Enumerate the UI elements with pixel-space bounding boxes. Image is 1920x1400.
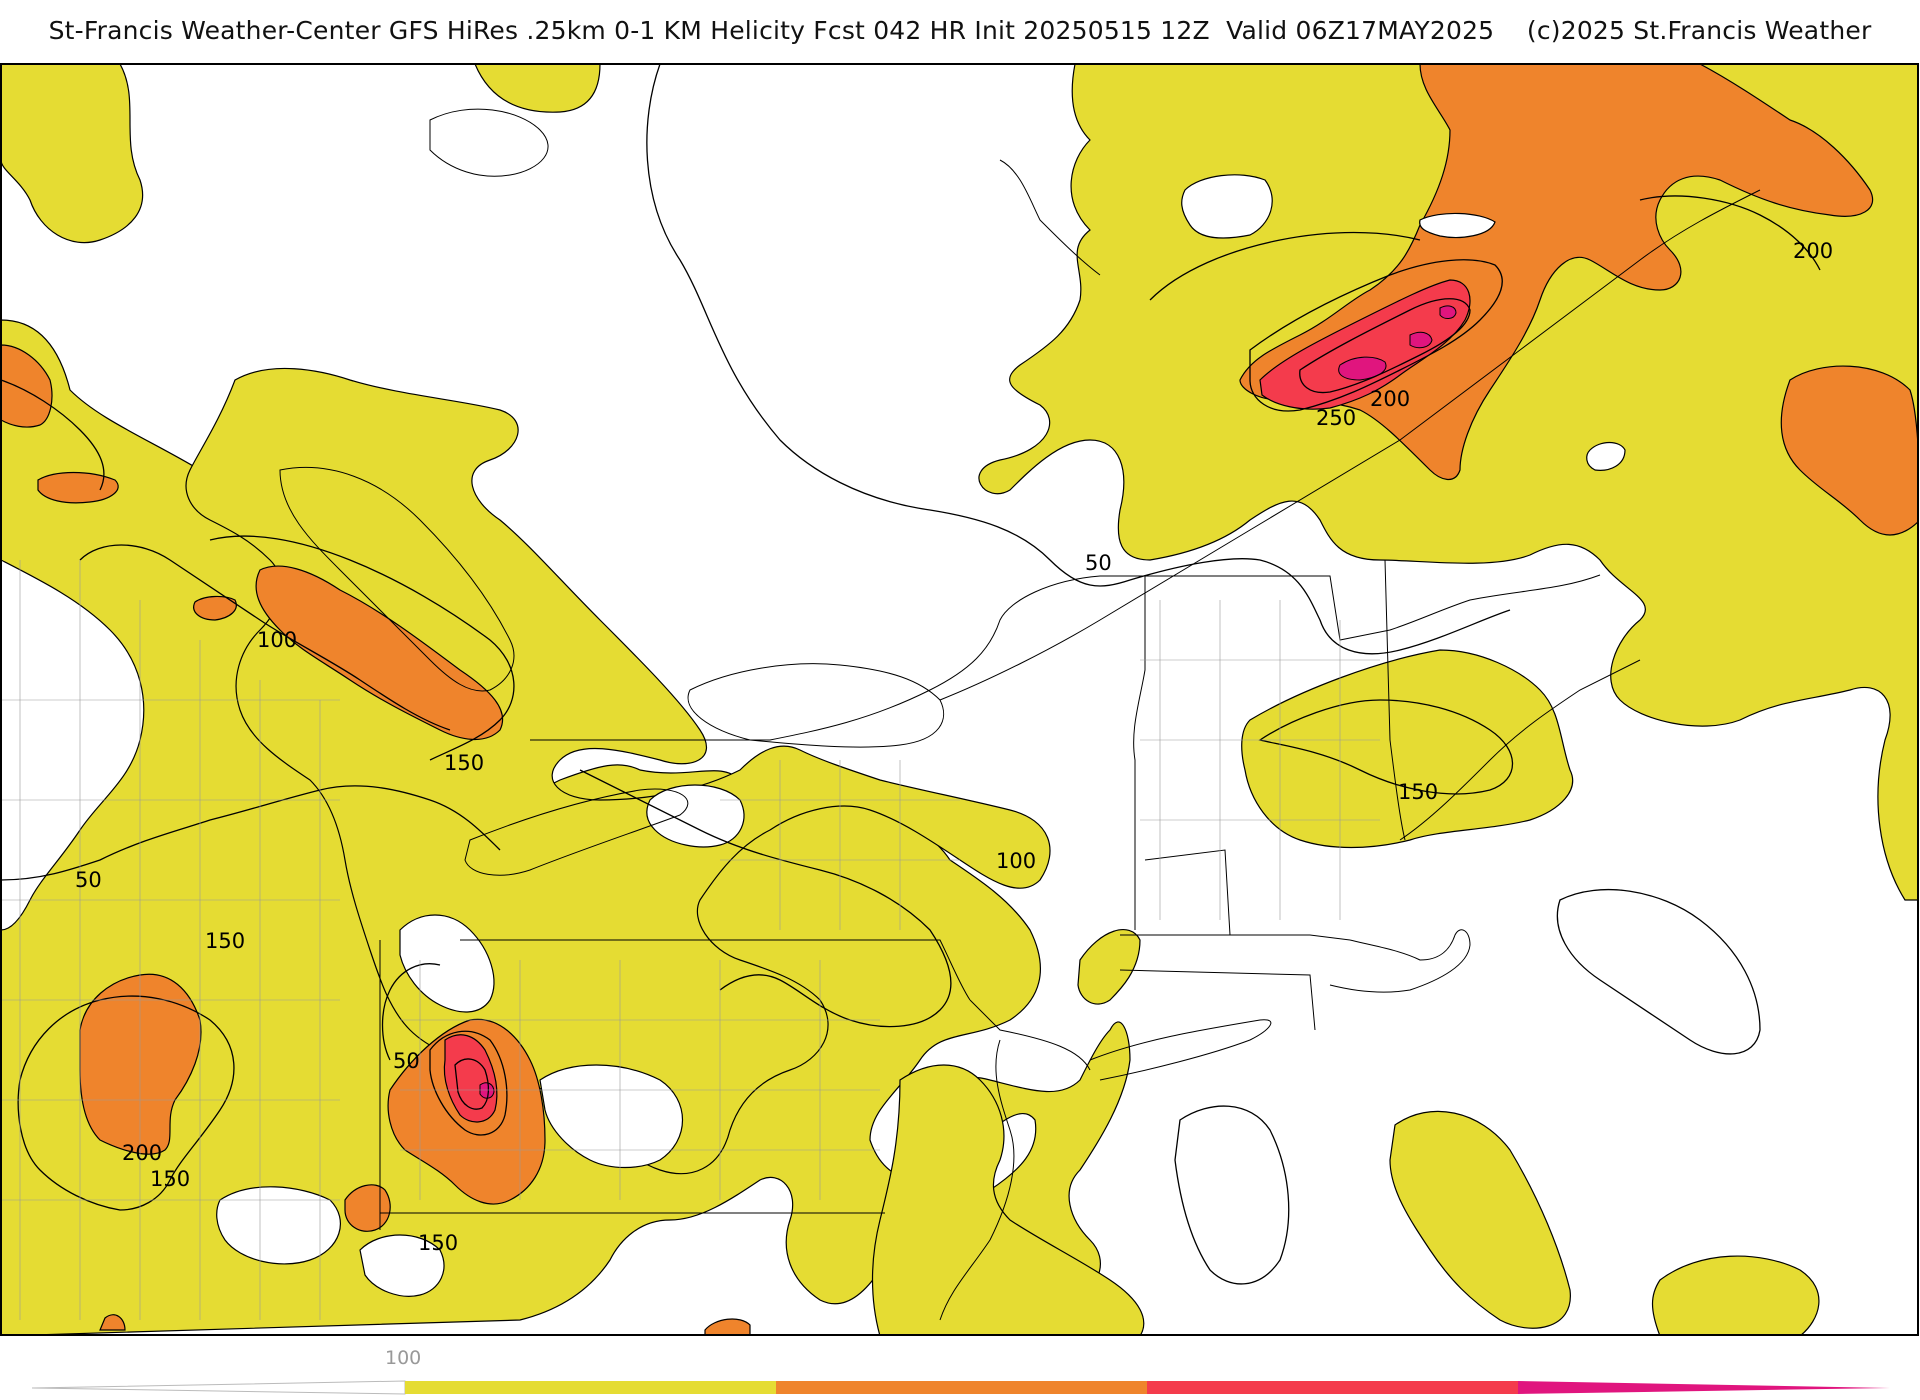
fill-yellow-topcenter: [474, 64, 601, 113]
hudson-bay-coast: [429, 108, 549, 177]
hole-pa-2: [359, 1234, 445, 1297]
helicity-map: 50 50 50 100 100 150 150 150 150 150 200…: [0, 63, 1919, 1336]
county-grid-ny: [720, 760, 960, 930]
lake-erie: [464, 788, 689, 876]
contour-ocean: [1556, 889, 1761, 1055]
label-50-west: 50: [75, 868, 102, 892]
fill-orange-lake: [255, 565, 504, 741]
fill-red-quebec: [1259, 279, 1471, 410]
fill-orange-topleft-small: [37, 471, 119, 504]
colorbar-segment-100-150: [405, 1381, 776, 1394]
label-50-south: 50: [393, 1049, 420, 1073]
colorbar-segment-200-250: [1147, 1381, 1518, 1394]
boundaries: [279, 108, 1761, 1321]
helicity-contours: [1, 64, 1821, 1285]
border-nh-me: [1384, 559, 1406, 841]
label-200-quebec: 200: [1370, 387, 1410, 411]
quebec-interior: [999, 159, 1101, 276]
hole-quebec-1: [1181, 174, 1273, 239]
fill-yellow-ocean-bl: [1389, 1110, 1571, 1329]
label-50-north: 50: [1085, 551, 1112, 575]
label-100-central: 100: [996, 849, 1036, 873]
fill-orange-topleft: [1, 344, 53, 428]
fill-yellow-newengland: [1241, 649, 1574, 849]
border-ny-ma: [1120, 934, 1351, 941]
contour-ocean-2: [1174, 1105, 1290, 1285]
contour-150-ne: [1258, 699, 1514, 795]
border-ma-ct: [1119, 969, 1316, 1031]
colorbar-segment-250-plus: [1518, 1381, 1890, 1394]
label-150-south: 150: [418, 1231, 458, 1255]
hole-south-1: [539, 1064, 683, 1169]
lake-huron: [279, 466, 515, 692]
contour-200-quebec: [1249, 259, 1503, 412]
coast-cape-cod: [1329, 929, 1471, 993]
county-grid-pa: [400, 960, 880, 1200]
helicity-holes: [1, 174, 1626, 1297]
label-250-quebec: 250: [1316, 406, 1356, 430]
fill-yellow-ocean-br: [1651, 1255, 1820, 1335]
fill-yellow-hudson: [1077, 929, 1141, 1005]
hole-central: [646, 784, 745, 848]
label-150-west: 150: [205, 929, 245, 953]
hole-southwest: [216, 1186, 341, 1265]
border-vt-nh: [1133, 576, 1146, 930]
colorbar-lower-tail: [31, 1380, 406, 1395]
contour-150-lake: [209, 535, 515, 761]
label-200-east: 200: [1793, 239, 1833, 263]
fill-yellow-topleft: [1, 64, 144, 244]
hole-east: [1586, 441, 1626, 471]
coast-maine: [1399, 659, 1641, 841]
fill-orange-pa-south: [344, 1184, 391, 1232]
contour-50-north: [646, 64, 1511, 655]
border-ny-nj: [969, 999, 1091, 1071]
contour-200-east: [1639, 195, 1821, 271]
fill-yellow-northeast: [978, 64, 1918, 901]
st-lawrence: [939, 189, 1761, 701]
coast-nj: [939, 1039, 1015, 1321]
lake-ontario: [687, 663, 945, 748]
county-grid-west: [1, 560, 340, 1320]
map-title: St-Francis Weather-Center GFS HiRes .25k…: [48, 16, 1872, 45]
fill-orange-small-b1: [99, 1314, 126, 1331]
label-150-sw: 150: [150, 1167, 190, 1191]
label-150-lake: 150: [444, 751, 484, 775]
fill-magenta-pa: [479, 1082, 495, 1099]
county-grid-ne: [1140, 600, 1380, 920]
border-ny-vt: [1144, 849, 1231, 936]
contour-50-south: [381, 963, 441, 1061]
colorbar-segment-150-200: [776, 1381, 1147, 1394]
border-ny-pa: [460, 939, 971, 1001]
fill-orange-east: [1780, 365, 1918, 536]
fill-magenta-quebec-2: [1409, 331, 1433, 349]
contour-labels: 50 50 50 100 100 150 150 150 150 150 200…: [75, 239, 1833, 1255]
fill-orange-lake-west: [193, 595, 237, 621]
contour-100-central: [579, 769, 952, 1028]
helicity-band-250-plus: [479, 305, 1457, 1099]
contour-topleft-ring: [1, 379, 105, 491]
contour-100-north: [79, 544, 451, 731]
coast-long-island: [1089, 1019, 1272, 1081]
label-150-newengland: 150: [1398, 780, 1438, 804]
map-frame: [0, 63, 1919, 1336]
label-200-sw: 200: [122, 1141, 162, 1165]
contour-pa-ring-1: [429, 1030, 508, 1136]
contour-250-quebec: [1299, 298, 1471, 394]
fill-magenta-quebec-3: [1439, 305, 1457, 319]
fill-red-pa: [443, 1034, 498, 1123]
contour-quebec-outer: [1149, 231, 1421, 301]
fill-yellow-coastal: [871, 1064, 1145, 1335]
contour-pa-ring-2: [454, 1058, 490, 1110]
hole-quebec-2: [1419, 212, 1496, 239]
county-boundaries: [1, 560, 1380, 1320]
helicity-band-200-250: [443, 279, 1471, 1123]
fill-yellow-lakes: [185, 367, 1051, 1175]
colorbar: 100: [31, 1347, 1890, 1395]
label-100-north: 100: [257, 628, 297, 652]
border-us-canada: [530, 574, 1601, 741]
colorbar-label-100: 100: [385, 1347, 421, 1369]
